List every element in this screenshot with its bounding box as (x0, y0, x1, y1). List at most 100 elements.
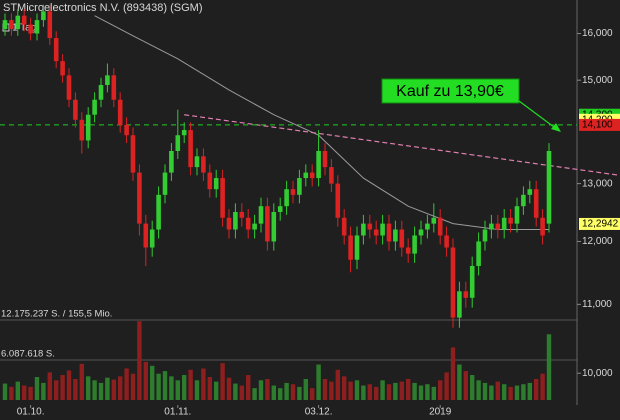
volume-bar (162, 371, 168, 400)
volume-bar (393, 382, 398, 400)
volume-bar (182, 375, 187, 400)
volume-bar (450, 347, 456, 400)
candle-body (245, 217, 251, 230)
candle-body (508, 217, 513, 224)
candle-body (386, 223, 392, 242)
candle-body (66, 75, 72, 100)
candle-body (284, 189, 289, 207)
volume-bar (233, 383, 238, 400)
volume-bar (470, 375, 475, 400)
candle-body (175, 135, 181, 152)
candle-body (482, 229, 488, 242)
volume-bar (290, 384, 296, 400)
candle-body (527, 189, 533, 195)
candle-body (463, 291, 469, 298)
volume-bar (41, 382, 46, 400)
volume-bar (342, 376, 347, 400)
x-tick-label: 01.11. (164, 407, 191, 418)
candle-body (162, 172, 168, 195)
volume-bar (521, 384, 526, 400)
volume-bar (265, 378, 270, 400)
candle-body (15, 15, 21, 30)
volume-bar (546, 334, 552, 400)
candle-body (277, 206, 283, 212)
candle-body (297, 178, 302, 195)
volume-bar (226, 377, 232, 400)
volume-bar (34, 377, 40, 400)
volume-bar (335, 369, 340, 400)
volume-bar (118, 376, 123, 400)
candle-body (425, 223, 430, 230)
candle-body (495, 223, 501, 230)
volume-bar (214, 381, 219, 400)
volume-bar (329, 381, 334, 400)
volume-bar (130, 373, 136, 400)
volume-bar (297, 386, 302, 400)
annotation-text: Kauf zu 13,90€ (396, 83, 504, 100)
volume-bar (54, 380, 59, 400)
volume-bar (463, 371, 468, 400)
candle-body (322, 151, 328, 168)
candle-body (354, 235, 360, 260)
candle-body (341, 217, 347, 236)
volume-bar (246, 375, 251, 400)
candle-body (501, 217, 507, 230)
volume-bar (502, 384, 507, 400)
annotation-arrow (518, 100, 559, 131)
candle-body (111, 75, 117, 100)
volume-bar (425, 384, 430, 400)
candle-body (239, 211, 245, 218)
volume-bar (540, 373, 545, 400)
volume-bar (322, 378, 328, 400)
volume-bar (124, 368, 129, 400)
volume-bar (284, 382, 289, 400)
candle-body (457, 291, 462, 318)
candle-body (98, 85, 104, 100)
candle-body (149, 229, 155, 248)
candle-body (450, 247, 456, 318)
annotation-box (381, 78, 520, 104)
candle-body (418, 229, 424, 236)
candle-body (412, 235, 417, 254)
candle-body (156, 194, 161, 230)
candle-body (143, 223, 149, 248)
volume-bar (482, 382, 488, 400)
volume-bar (303, 378, 308, 400)
candle-body (361, 223, 366, 236)
candle-body (41, 11, 46, 21)
candle-body (373, 229, 379, 236)
candle-body (201, 156, 206, 173)
candle-body (271, 211, 277, 242)
x-tick-label: 01.10. (17, 407, 45, 418)
candle-body (258, 206, 264, 224)
volume-bar (79, 363, 84, 400)
volume-bar (361, 385, 366, 400)
volume-bar (207, 377, 212, 400)
volume-bar (495, 381, 500, 400)
volume-bar (271, 385, 276, 400)
candle-body (194, 156, 200, 168)
y-tick-label: 15,000 (582, 75, 613, 86)
volume-bar (86, 376, 91, 400)
volume-bar (175, 380, 180, 400)
volume-bar (252, 388, 257, 400)
candle-body (405, 247, 411, 254)
volume-bar (348, 381, 353, 400)
chart-title: STMicroelectronics N.V. (893438) (SGM) (3, 2, 203, 14)
volume-bar (508, 386, 513, 400)
candle-body (92, 99, 97, 115)
volume-bar (201, 368, 206, 400)
volume-bar (386, 384, 392, 400)
candle-body (220, 178, 225, 218)
volume-bar (374, 386, 379, 400)
volume-bar (258, 380, 264, 400)
volume-bar (380, 380, 385, 400)
candle-body (124, 124, 129, 136)
volume-bar (66, 370, 72, 400)
candle-body (213, 178, 219, 190)
volume-bar (220, 363, 225, 400)
candle-body (117, 99, 123, 125)
volume-bar (457, 364, 462, 400)
y-tick-label: 13,000 (582, 178, 613, 189)
